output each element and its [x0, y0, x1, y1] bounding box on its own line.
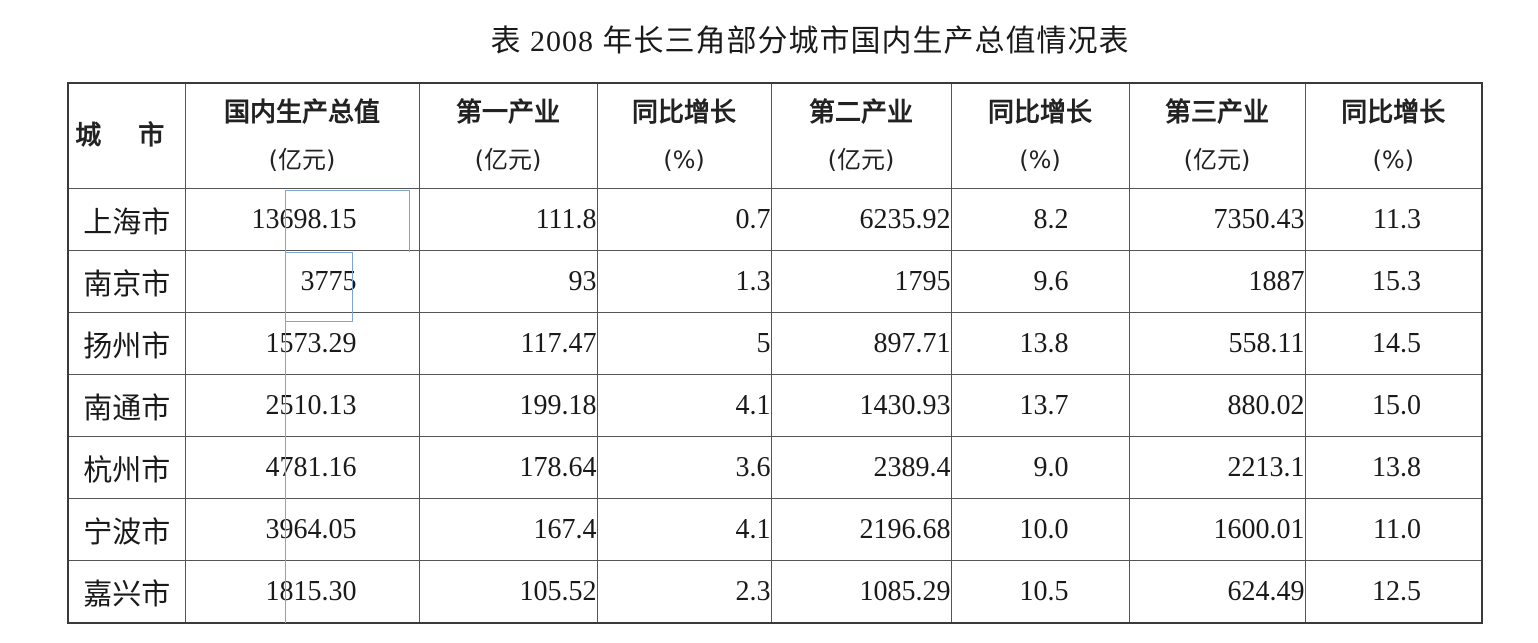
selection-outline-step [285, 252, 353, 322]
header-primary: 第一产业 (亿元) [418, 82, 598, 189]
primary-growth-cell: 4.1 [596, 374, 772, 437]
selection-outline-right [409, 190, 410, 252]
selection-outline-left [285, 190, 286, 623]
city-cell: 杭州市 [67, 436, 186, 499]
secondary-cell: 1430.93 [770, 374, 952, 437]
header-tertiary: 第三产业 (亿元) [1128, 82, 1306, 189]
table-row: 扬州市 1573.29 117.47 5 897.71 13.8 558.11 … [67, 312, 1483, 375]
gdp-cell: 4781.16 [184, 436, 420, 499]
secondary-cell: 1795 [770, 250, 952, 313]
header-city: 城 市 [67, 82, 186, 189]
secondary-growth-cell: 9.0 [950, 436, 1130, 499]
city-cell: 嘉兴市 [67, 560, 186, 624]
primary-growth-cell: 2.3 [596, 560, 772, 624]
primary-cell: 199.18 [418, 374, 598, 437]
tertiary-cell: 624.49 [1128, 560, 1306, 624]
primary-growth-cell: 4.1 [596, 498, 772, 561]
secondary-growth-cell: 10.0 [950, 498, 1130, 561]
primary-cell: 105.52 [418, 560, 598, 624]
gdp-cell: 3775 [184, 250, 420, 313]
secondary-growth-cell: 8.2 [950, 188, 1130, 251]
tertiary-growth-cell: 14.5 [1304, 312, 1483, 375]
tertiary-cell: 880.02 [1128, 374, 1306, 437]
tertiary-cell: 2213.1 [1128, 436, 1306, 499]
tertiary-cell: 7350.43 [1128, 188, 1306, 251]
tertiary-growth-cell: 12.5 [1304, 560, 1483, 624]
tertiary-cell: 1600.01 [1128, 498, 1306, 561]
header-gdp: 国内生产总值 (亿元) [184, 82, 420, 189]
gdp-cell: 1815.30 [184, 560, 420, 624]
secondary-growth-cell: 9.6 [950, 250, 1130, 313]
tertiary-cell: 558.11 [1128, 312, 1306, 375]
city-cell: 南京市 [67, 250, 186, 313]
secondary-growth-cell: 10.5 [950, 560, 1130, 624]
primary-cell: 178.64 [418, 436, 598, 499]
tertiary-growth-cell: 15.0 [1304, 374, 1483, 437]
table-row: 杭州市 4781.16 178.64 3.6 2389.4 9.0 2213.1… [67, 436, 1483, 499]
table-row: 南通市 2510.13 199.18 4.1 1430.93 13.7 880.… [67, 374, 1483, 437]
gdp-cell: 2510.13 [184, 374, 420, 437]
header-row: 城 市 国内生产总值 (亿元) 第一产业 (亿元) 同比增长 (%) 第二产业 (亿元)… [67, 82, 1483, 189]
secondary-cell: 6235.92 [770, 188, 952, 251]
primary-growth-cell: 1.3 [596, 250, 772, 313]
gdp-table: 城 市 国内生产总值 (亿元) 第一产业 (亿元) 同比增长 (%) 第二产业 (亿元)… [67, 82, 1483, 624]
tertiary-growth-cell: 11.3 [1304, 188, 1483, 251]
secondary-cell: 2389.4 [770, 436, 952, 499]
secondary-growth-cell: 13.8 [950, 312, 1130, 375]
secondary-cell: 1085.29 [770, 560, 952, 624]
primary-growth-cell: 3.6 [596, 436, 772, 499]
gdp-cell: 1573.29 [184, 312, 420, 375]
tertiary-cell: 1887 [1128, 250, 1306, 313]
secondary-cell: 897.71 [770, 312, 952, 375]
table-row: 上海市 13698.15 111.8 0.7 6235.92 8.2 7350.… [67, 188, 1483, 251]
tertiary-growth-cell: 15.3 [1304, 250, 1483, 313]
table-row: 南京市 3775 93 1.3 1795 9.6 1887 15.3 [67, 250, 1483, 313]
primary-cell: 117.47 [418, 312, 598, 375]
header-tertiary-growth: 同比增长 (%) [1304, 82, 1483, 189]
primary-cell: 93 [418, 250, 598, 313]
city-cell: 扬州市 [67, 312, 186, 375]
city-cell: 宁波市 [67, 498, 186, 561]
header-secondary-growth: 同比增长 (%) [950, 82, 1130, 189]
header-primary-growth: 同比增长 (%) [596, 82, 772, 189]
table-row: 嘉兴市 1815.30 105.52 2.3 1085.29 10.5 624.… [67, 560, 1483, 624]
gdp-cell: 13698.15 [184, 188, 420, 251]
tertiary-growth-cell: 11.0 [1304, 498, 1483, 561]
secondary-cell: 2196.68 [770, 498, 952, 561]
tertiary-growth-cell: 13.8 [1304, 436, 1483, 499]
gdp-cell: 3964.05 [184, 498, 420, 561]
secondary-growth-cell: 13.7 [950, 374, 1130, 437]
header-secondary: 第二产业 (亿元) [770, 82, 952, 189]
table-row: 宁波市 3964.05 167.4 4.1 2196.68 10.0 1600.… [67, 498, 1483, 561]
table-title: 表 2008 年长三角部分城市国内生产总值情况表 [490, 25, 1130, 58]
city-cell: 上海市 [67, 188, 186, 251]
primary-cell: 111.8 [418, 188, 598, 251]
selection-outline-top [285, 190, 409, 191]
primary-growth-cell: 0.7 [596, 188, 772, 251]
city-cell: 南通市 [67, 374, 186, 437]
primary-growth-cell: 5 [596, 312, 772, 375]
primary-cell: 167.4 [418, 498, 598, 561]
